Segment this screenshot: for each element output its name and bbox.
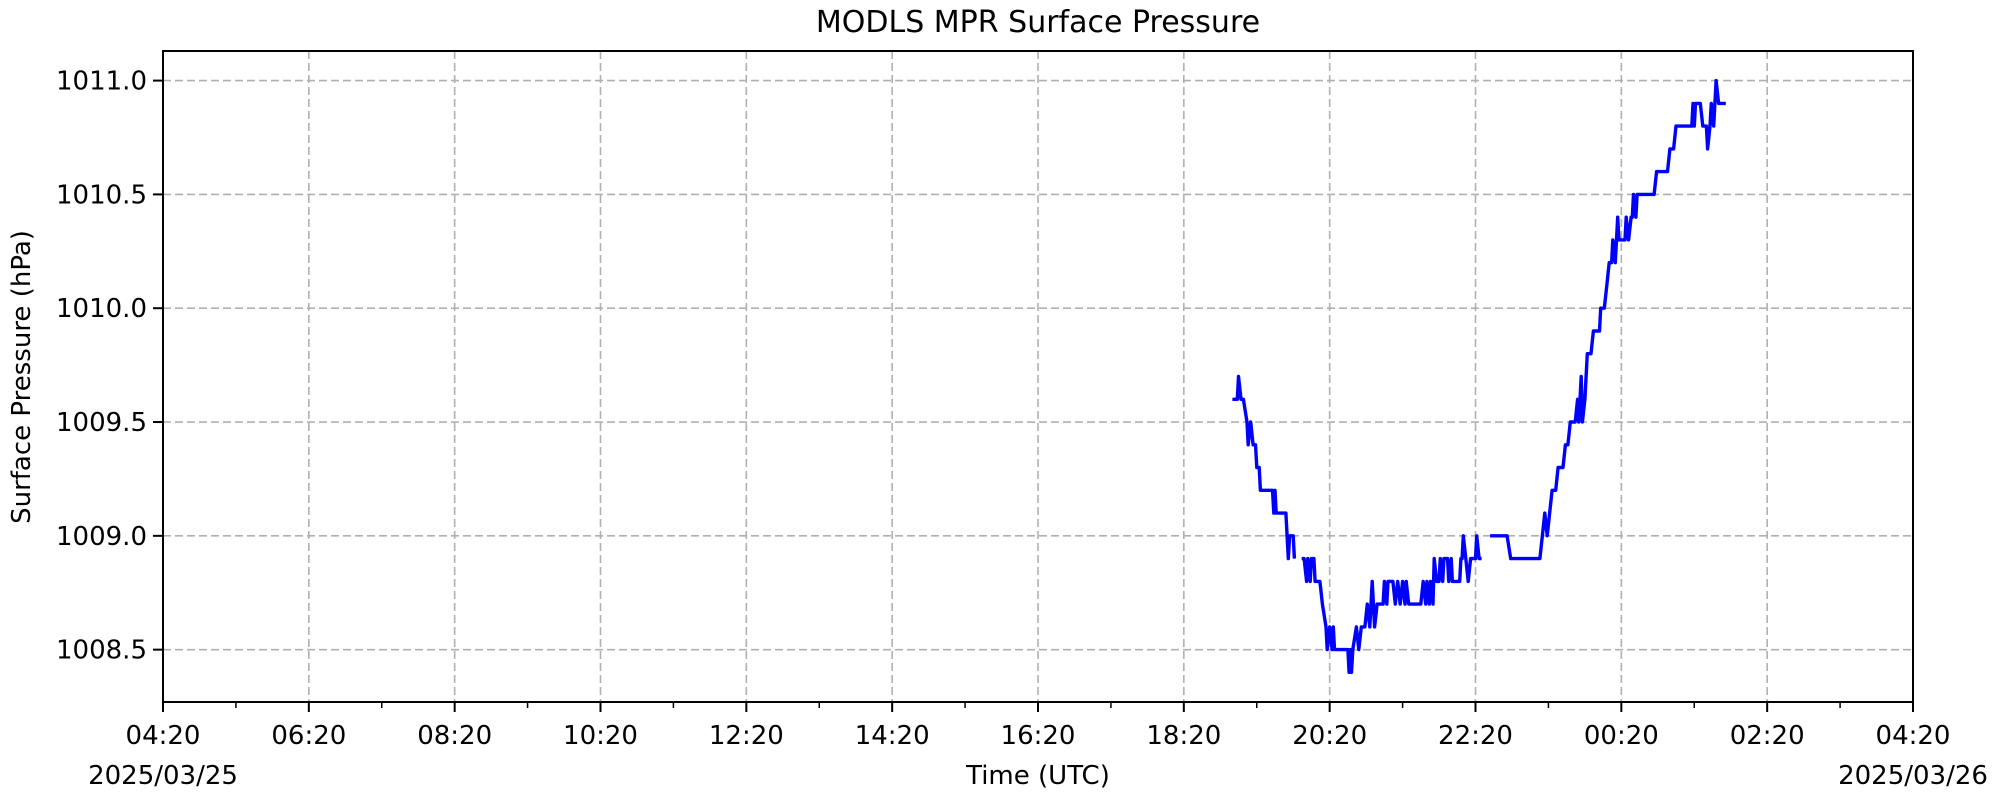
grid-lines	[163, 51, 1913, 702]
x-tick-label: 06:20	[271, 721, 346, 751]
x-tick-label: 02:20	[1730, 721, 1805, 751]
y-tick-label: 1008.5	[56, 636, 147, 666]
x-tick-label: 20:20	[1292, 721, 1367, 751]
y-tick-label: 1010.5	[56, 180, 147, 210]
x-tick-label: 04:20	[126, 721, 201, 751]
pressure-series-line	[1490, 78, 1726, 561]
x-tick-label: 10:20	[563, 721, 638, 751]
y-tick-label: 1009.5	[56, 408, 147, 438]
chart-title: MODLS MPR Surface Pressure	[816, 5, 1260, 40]
y-axis-label: Surface Pressure (hPa)	[7, 230, 37, 524]
pressure-series-line	[1232, 374, 1297, 561]
x-tick-label: 22:20	[1438, 721, 1513, 751]
end-date-label: 2025/03/26	[1838, 761, 1988, 791]
y-tick-label: 1011.0	[56, 67, 147, 97]
x-axis: 04:20 06:20 08:20 10:20 12:20 14:20 16:20 18:20…	[126, 702, 1951, 751]
x-tick-label: 08:20	[417, 721, 492, 751]
pressure-series-line	[1301, 534, 1482, 675]
y-axis: 1008.5 1009.0 1009.5 1010.0 1010.5 1011.0	[56, 67, 163, 666]
y-tick-label: 1009.0	[56, 522, 147, 552]
x-tick-label: 18:20	[1146, 721, 1221, 751]
x-axis-label: Time (UTC)	[965, 761, 1110, 791]
x-tick-label: 12:20	[709, 721, 784, 751]
y-tick-label: 1010.0	[56, 294, 147, 324]
start-date-label: 2025/03/25	[88, 761, 238, 791]
x-tick-label: 14:20	[855, 721, 930, 751]
x-tick-label: 00:20	[1584, 721, 1659, 751]
x-tick-label: 16:20	[1001, 721, 1076, 751]
x-tick-label: 04:20	[1876, 721, 1951, 751]
series-layer	[1232, 78, 1726, 675]
